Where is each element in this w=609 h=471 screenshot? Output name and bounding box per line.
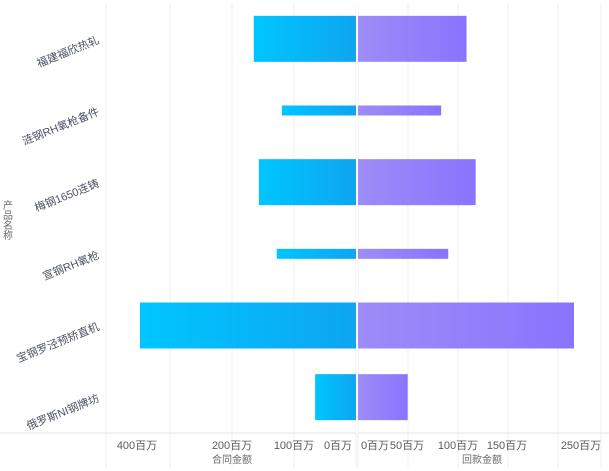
bar-payment-5[interactable] — [358, 374, 408, 421]
bar-contract-4[interactable] — [140, 302, 356, 349]
category-label-2: 梅钢1650连铸 — [32, 176, 101, 215]
bar-payment-3[interactable] — [358, 248, 449, 259]
right-axis-title: 回款金额 — [462, 453, 502, 466]
category-label-1: 涟钢RH氧枪备件 — [20, 104, 101, 148]
bar-payment-4[interactable] — [358, 302, 574, 349]
category-label-3: 宣钢RH氧枪 — [40, 248, 101, 283]
right-tick-label: 100百万 — [438, 440, 478, 452]
category-label-4: 宝钢罗泾预矫直机 — [14, 319, 101, 365]
category-label-5: 俄罗斯NI钢牌坊 — [24, 391, 101, 433]
left-axis-title: 合同金额 — [212, 453, 252, 466]
bar-contract-3[interactable] — [276, 248, 356, 259]
y-axis-title: 产品名称 — [1, 199, 13, 241]
category-labels: 福建福欣热轧涟钢RH氧枪备件梅钢1650连铸宣钢RH氧枪宝钢罗泾预矫直机俄罗斯N… — [14, 33, 101, 433]
left-tick-label: 200百万 — [212, 440, 252, 452]
bar-contract-5[interactable] — [315, 374, 356, 421]
bar-contract-0[interactable] — [253, 15, 356, 62]
right-tick-label: 250百万 — [561, 440, 601, 452]
bar-contract-1[interactable] — [281, 105, 356, 116]
right-tick-label: 150百万 — [487, 440, 527, 452]
right-tick-label: 0百万 — [361, 440, 389, 452]
right-tick-label: 50百万 — [390, 440, 424, 452]
category-label-0: 福建福欣热轧 — [35, 33, 101, 71]
bar-contract-2[interactable] — [258, 159, 356, 206]
bars — [140, 15, 574, 421]
bar-payment-2[interactable] — [358, 159, 476, 206]
left-tick-label: 0百万 — [324, 440, 352, 452]
axes: 400百万 200百万 100百万 0百万 0百万 50百万 100百万 150百万 250百万 — [0, 3, 609, 452]
bar-payment-0[interactable] — [358, 15, 467, 62]
bar-payment-1[interactable] — [358, 105, 442, 116]
left-tick-label: 400百万 — [117, 440, 157, 452]
left-tick-label: 100百万 — [274, 440, 314, 452]
